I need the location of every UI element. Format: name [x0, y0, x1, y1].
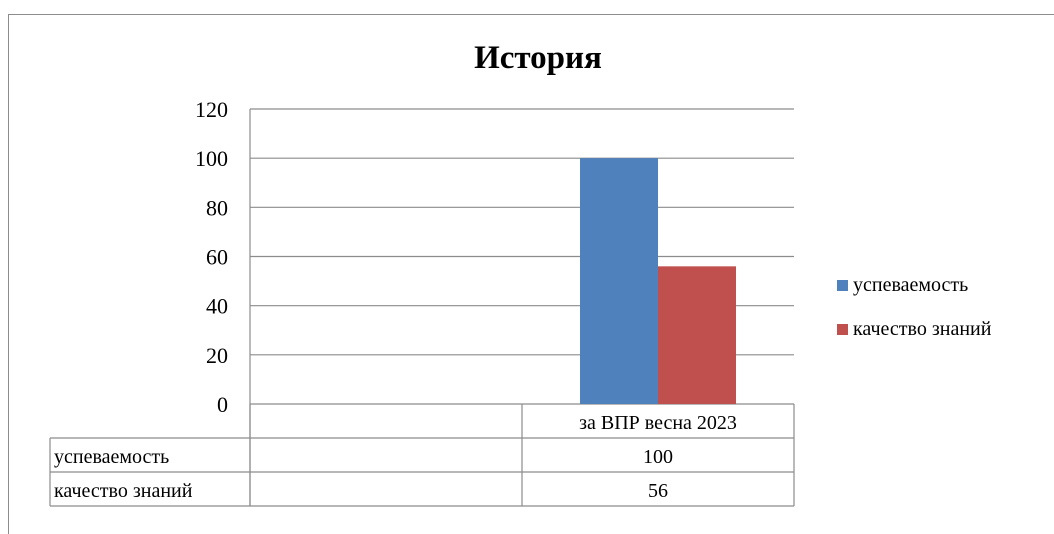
y-tick-label: 0 — [217, 392, 228, 417]
y-axis-ticks: 0 20 40 60 80 100 120 — [195, 97, 228, 417]
y-tick-label: 20 — [206, 343, 228, 368]
chart-title: История — [474, 40, 602, 76]
bar-kachestvo — [658, 266, 736, 404]
table-cell-value: 100 — [643, 446, 673, 468]
table-row-label: успеваемость — [54, 446, 169, 468]
legend-label: качество знаний — [853, 318, 992, 340]
legend-label: успеваемость — [853, 274, 968, 296]
x-category-label: за ВПР весна 2023 — [579, 412, 737, 434]
table-cell-value: 56 — [648, 480, 668, 502]
y-tick-label: 80 — [206, 195, 228, 220]
legend-swatch — [837, 280, 848, 291]
y-tick-label: 60 — [206, 245, 228, 270]
data-table: за ВПР весна 2023 успеваемость 100 качество… — [49, 404, 795, 507]
table-row-label: качество знаний — [54, 480, 193, 502]
y-tick-label: 40 — [206, 294, 228, 319]
y-tick-label: 100 — [195, 146, 228, 171]
legend-swatch — [837, 324, 848, 335]
bar-uspevaemost — [580, 158, 658, 404]
legend: успеваемость качество знаний — [837, 274, 992, 340]
y-tick-label: 120 — [195, 97, 228, 122]
bars — [580, 158, 736, 404]
chart-frame — [8, 14, 1054, 534]
